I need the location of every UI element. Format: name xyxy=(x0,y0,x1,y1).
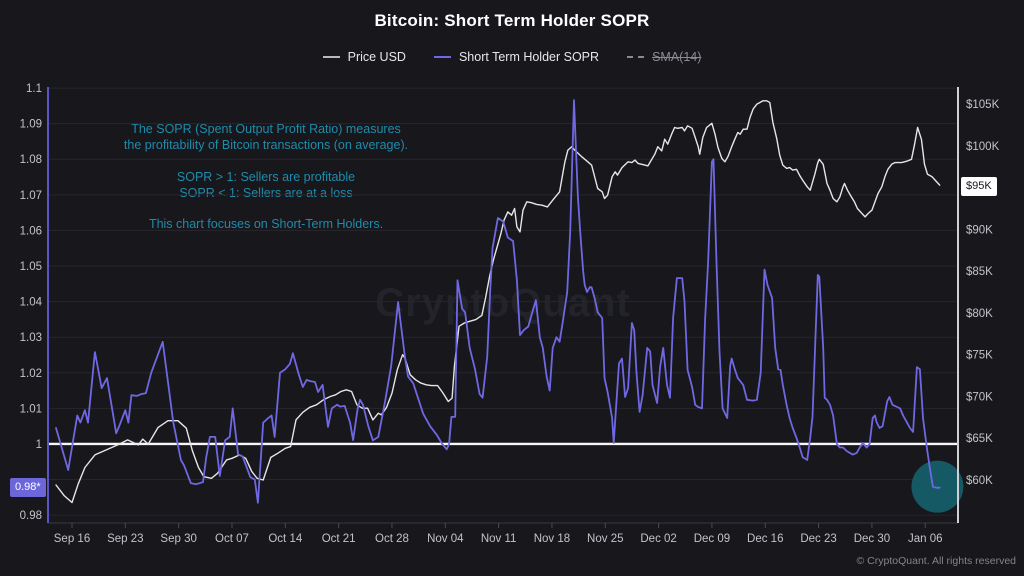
y-left-tick-label: 0.98 xyxy=(20,510,42,522)
legend-item-sma-14-[interactable]: SMA(14) xyxy=(627,50,701,64)
x-axis-tick-label: Nov 11 xyxy=(481,533,517,545)
x-axis-tick-label: Sep 16 xyxy=(54,533,90,545)
x-axis-tick-label: Oct 14 xyxy=(268,533,302,545)
y-right-tick-label: $85K xyxy=(966,266,993,278)
x-axis-tick-label: Dec 16 xyxy=(747,533,783,545)
legend-item-short-term-holder-sopr[interactable]: Short Term Holder SOPR xyxy=(433,50,600,64)
sopr-current-value-badge: 0.98* xyxy=(10,478,46,497)
legend: Price USD Short Term Holder SOPR SMA(14) xyxy=(0,50,1024,64)
legend-item-label: SMA(14) xyxy=(652,50,702,64)
y-right-tick-label: $90K xyxy=(966,224,993,236)
legend-swatch-icon xyxy=(322,56,340,58)
annotation-line: SOPR > 1: Sellers are profitable xyxy=(176,169,356,184)
annotation-line: This chart focuses on Short-Term Holders… xyxy=(148,217,384,231)
x-axis-tick-label: Nov 25 xyxy=(587,533,623,545)
y-right-tick-label: $75K xyxy=(966,350,993,362)
x-axis-tick-label: Jan 06 xyxy=(908,533,943,545)
y-right-tick-label: $70K xyxy=(966,391,993,403)
y-left-tick-label: 1.03 xyxy=(20,332,42,344)
y-right-tick-label: $65K xyxy=(966,433,993,445)
y-left-tick-label: 1.06 xyxy=(20,225,42,237)
y-left-tick-label: 1 xyxy=(36,439,42,451)
x-axis-tick-label: Dec 23 xyxy=(800,533,836,545)
x-axis-tick-label: Nov 04 xyxy=(427,533,464,545)
x-axis-tick-label: Dec 02 xyxy=(640,533,676,545)
legend-swatch-icon xyxy=(627,56,645,58)
highlight-circle xyxy=(911,460,964,513)
y-left-tick-label: 1.01 xyxy=(20,403,42,415)
x-axis-tick-label: Oct 07 xyxy=(215,533,249,545)
y-right-tick-label: $60K xyxy=(966,475,993,487)
y-left-tick-label: 1.07 xyxy=(20,190,42,202)
annotation-text: The SOPR (Spent Output Profit Ratio) mea… xyxy=(98,121,434,232)
legend-item-price-usd[interactable]: Price USD xyxy=(322,50,406,64)
legend-swatch-icon xyxy=(433,56,451,58)
y-left-tick-label: 1.05 xyxy=(20,261,42,273)
x-axis-tick-label: Oct 28 xyxy=(375,533,409,545)
copyright-text: © CryptoQuant. All rights reserved xyxy=(856,555,1016,567)
x-axis-tick-label: Dec 30 xyxy=(854,533,890,545)
annotation-line: SOPR < 1: Sellers are at a loss xyxy=(179,185,353,200)
y-left-tick-label: 1.08 xyxy=(20,154,42,166)
y-left-tick-label: 1.09 xyxy=(20,119,42,131)
x-axis-tick-label: Sep 30 xyxy=(160,533,196,545)
y-right-tick-label: $105K xyxy=(966,99,1000,111)
y-right-tick-label: $80K xyxy=(966,308,993,320)
price-current-value-badge: $95K xyxy=(961,177,997,196)
x-axis-tick-label: Nov 18 xyxy=(534,533,570,545)
chart-title: Bitcoin: Short Term Holder SOPR xyxy=(374,11,650,30)
x-axis-tick-label: Sep 23 xyxy=(107,533,143,545)
x-axis-tick-label: Dec 09 xyxy=(694,533,730,545)
price-line xyxy=(55,100,941,504)
annotation-line: the profitability of Bitcoin transaction… xyxy=(123,138,409,153)
x-axis-tick-label: Oct 21 xyxy=(322,533,356,545)
y-left-tick-label: 1.1 xyxy=(26,83,42,95)
legend-item-label: Price USD xyxy=(347,50,406,64)
legend-item-label: Short Term Holder SOPR xyxy=(458,50,600,64)
y-left-tick-label: 1.04 xyxy=(20,297,43,309)
sopr-line xyxy=(55,99,941,504)
y-left-tick-label: 1.02 xyxy=(20,368,42,380)
annotation-line: The SOPR (Spent Output Profit Ratio) mea… xyxy=(131,122,401,136)
y-right-tick-label: $100K xyxy=(966,141,1000,153)
